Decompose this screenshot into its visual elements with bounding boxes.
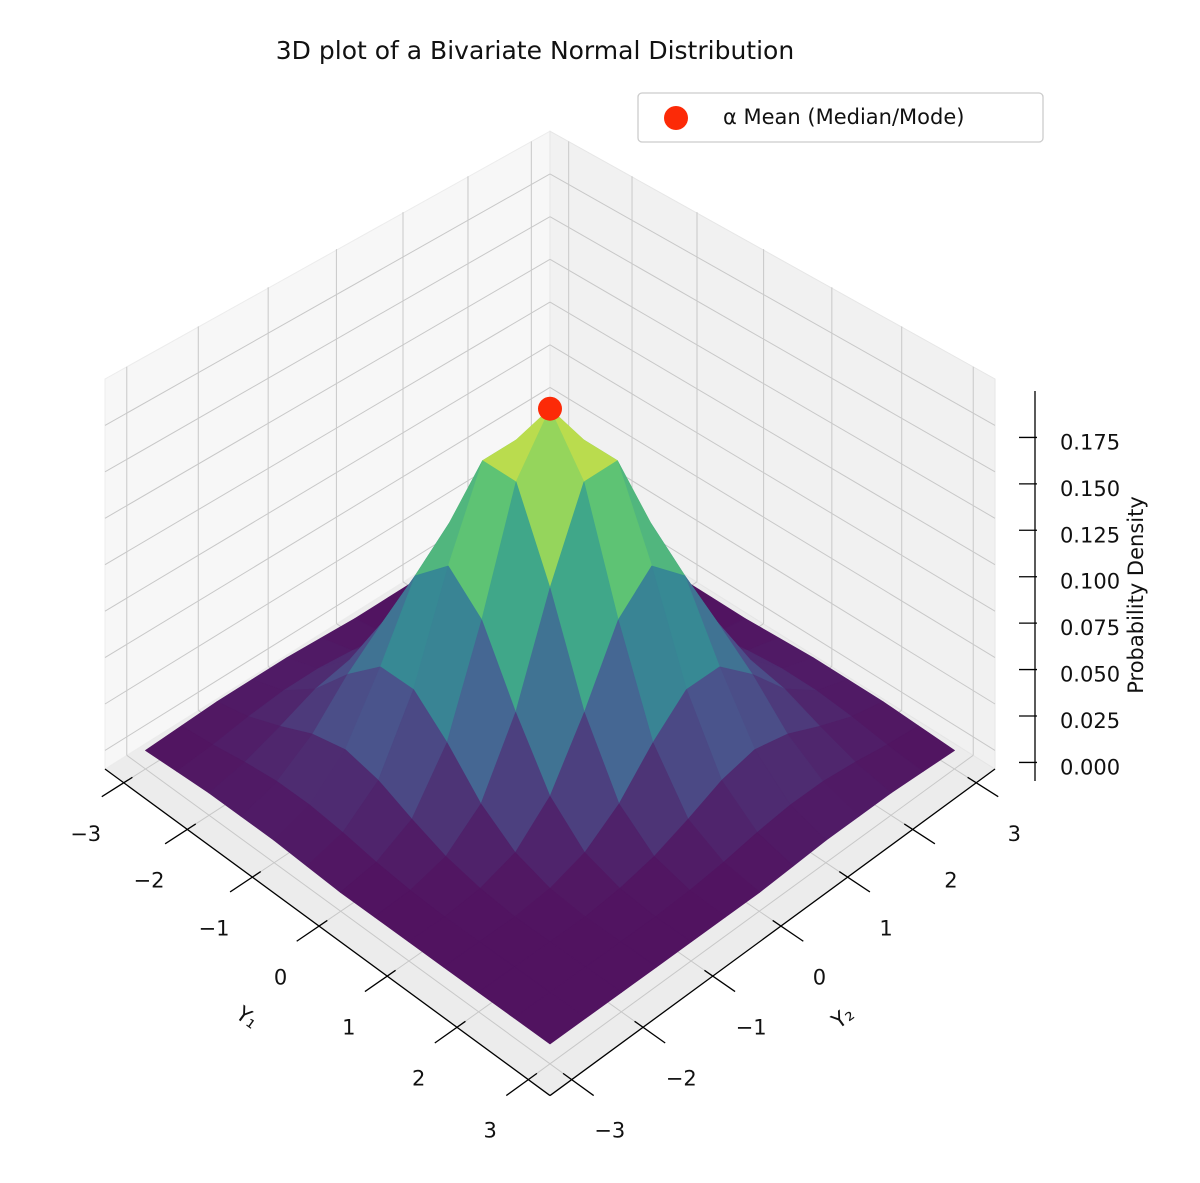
x-tick bbox=[164, 823, 197, 845]
y-tick bbox=[562, 1072, 595, 1097]
y-tick-label: 2 bbox=[944, 869, 957, 893]
x-tick bbox=[434, 1020, 466, 1044]
x-tick bbox=[229, 871, 262, 893]
legend-marker bbox=[664, 106, 688, 130]
grid-line bbox=[104, 216, 551, 473]
grid-line bbox=[549, 258, 996, 519]
grid-line bbox=[104, 387, 551, 658]
y-tick bbox=[838, 871, 871, 893]
grid-line bbox=[104, 301, 551, 566]
x-tick-label: 1 bbox=[342, 1015, 355, 1039]
x-tick-label: 2 bbox=[412, 1066, 425, 1090]
z-tick-label: 0.025 bbox=[1060, 709, 1120, 733]
grid-line bbox=[549, 344, 996, 612]
grid-line bbox=[549, 301, 996, 566]
y-tick bbox=[967, 776, 999, 798]
z-tick-label: 0.050 bbox=[1060, 663, 1120, 687]
y-tick bbox=[704, 969, 736, 993]
y-tick-label: −3 bbox=[594, 1119, 625, 1143]
x-tick bbox=[101, 776, 133, 798]
z-tick-label: 0.000 bbox=[1060, 755, 1120, 779]
right-pane bbox=[549, 130, 996, 770]
z-tick-label: 0.175 bbox=[1060, 430, 1120, 454]
x-tick-label: −1 bbox=[199, 916, 230, 940]
z-tick-label: 0.125 bbox=[1060, 523, 1120, 547]
x-axis-line bbox=[104, 768, 551, 1097]
grid-line bbox=[549, 173, 996, 426]
z-tick-label: 0.075 bbox=[1060, 616, 1120, 640]
grid-line bbox=[104, 258, 551, 519]
z-tick-label: 0.100 bbox=[1060, 570, 1120, 594]
z-tick-label: 0.150 bbox=[1060, 477, 1120, 501]
x-tick bbox=[364, 969, 396, 993]
grid-line bbox=[104, 173, 551, 426]
y-tick-label: 3 bbox=[1008, 822, 1021, 846]
z-axis-label: Probability Density bbox=[1124, 496, 1148, 694]
y-axis-line bbox=[549, 768, 996, 1097]
grid-line bbox=[126, 754, 573, 1081]
x-tick bbox=[296, 919, 328, 942]
legend-box bbox=[637, 92, 1044, 143]
y-tick-label: −1 bbox=[736, 1015, 767, 1039]
y-tick-label: 0 bbox=[813, 965, 826, 989]
legend-label: α Mean (Median/Mode) bbox=[723, 105, 964, 129]
y-tick-label: −2 bbox=[666, 1066, 697, 1090]
y-tick-label: 1 bbox=[879, 916, 892, 940]
mean-point bbox=[538, 396, 562, 421]
x-tick-label: −2 bbox=[134, 869, 165, 893]
grid-line bbox=[549, 216, 996, 473]
grid-line bbox=[104, 344, 551, 612]
surface-face bbox=[513, 991, 587, 1045]
x-tick-label: −3 bbox=[70, 822, 101, 846]
y-tick bbox=[772, 919, 804, 942]
y-tick bbox=[634, 1020, 666, 1044]
x-tick-label: 0 bbox=[274, 965, 287, 989]
grid-line bbox=[549, 387, 996, 658]
grid-line bbox=[527, 754, 974, 1081]
x-tick-label: 3 bbox=[484, 1119, 497, 1143]
y-tick bbox=[903, 823, 936, 845]
x-tick bbox=[505, 1072, 538, 1097]
chart-title: 3D plot of a Bivariate Normal Distributi… bbox=[276, 36, 794, 65]
